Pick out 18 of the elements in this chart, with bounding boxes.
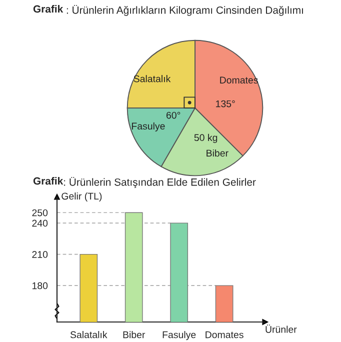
x-tick-label: Domates [206,331,244,338]
slice-label: Biber [206,149,228,157]
text: 60° [166,112,180,119]
text: 50 kg [194,134,218,143]
y-tick-label: 180 [32,282,48,290]
x-tick-label: Fasulye [162,331,196,340]
y-axis-title: Gelir (TL) [62,192,102,202]
slice-label: Salatalık [134,75,171,82]
x-axis-title: Ürünler [266,324,297,333]
x-tick-label: Biber [123,331,146,338]
x-tick-label: Salatalık [70,331,108,338]
y-tick-label: 210 [32,251,48,258]
chart-title: Grafik : Ürünlerin Ağırlıkların Kilogramı Cinsinden Dağılımı [33,5,303,16]
y-tick-label: 250 [32,209,48,216]
slice-label: Fasulye [132,122,165,132]
y-tick-label: 240 [32,220,48,227]
chart-title: Grafik: Ürünlerin Satışından Elde Edilen Gelirler [33,177,256,188]
text: 135° [216,100,235,108]
